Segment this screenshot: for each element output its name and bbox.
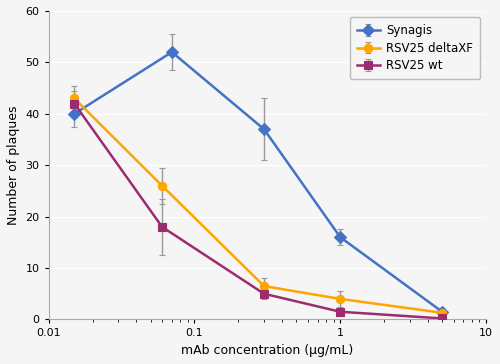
Y-axis label: Number of plaques: Number of plaques — [7, 106, 20, 225]
Legend: Synagis, RSV25 deltaXF, RSV25 wt: Synagis, RSV25 deltaXF, RSV25 wt — [350, 17, 480, 79]
X-axis label: mAb concentration (μg/mL): mAb concentration (μg/mL) — [181, 344, 354, 357]
